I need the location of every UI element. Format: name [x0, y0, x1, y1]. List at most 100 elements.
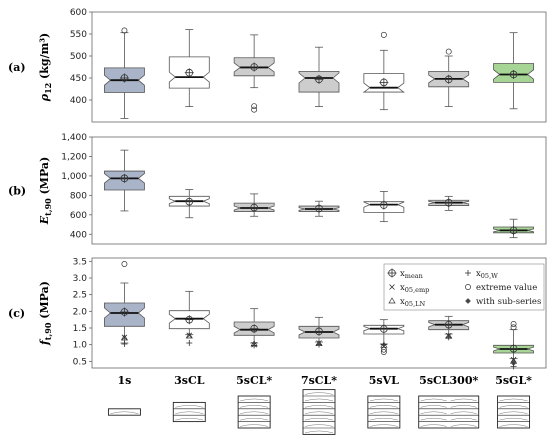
cross-section-5sCL300*	[418, 395, 480, 429]
y-axis-label-unit: (kg/m³)	[38, 33, 51, 83]
cross-section-5sCL*	[237, 395, 271, 429]
box-5sGL*	[493, 32, 534, 110]
box-3sCL	[168, 189, 210, 219]
y-axis-label-main: f	[38, 338, 51, 346]
box-1s	[104, 27, 145, 119]
grain-arc	[240, 411, 269, 414]
y-tick-label: 550	[70, 30, 87, 40]
box-1s	[104, 261, 145, 347]
box-5sCL*	[233, 193, 275, 217]
y-axis-label: Et,90 (MPa)	[38, 157, 53, 226]
category-label: 3sCL	[174, 374, 205, 387]
grain-arc	[240, 424, 269, 427]
legend-label-main: x	[400, 283, 405, 293]
legend-label: x05,W	[476, 269, 498, 280]
plot-frame	[91, 136, 547, 245]
y-axis-label-sub: 12	[43, 83, 53, 94]
box-5sVL	[363, 319, 405, 355]
outlier-marker	[380, 31, 387, 38]
y-tick-label: 600	[70, 211, 87, 221]
legend-symbol-cross	[389, 284, 395, 290]
y-axis-label-main: ρ	[38, 93, 51, 102]
grain-arc	[499, 417, 528, 421]
cross-section-1s	[107, 408, 141, 416]
panel-3: 0.5 1.0 1.5 2.0 2.5 3.0 3.5 (c) ft,90 (MPa)	[8, 257, 547, 370]
grain-arc	[369, 417, 398, 421]
y-axis-label: ft,90 (MPa)	[38, 281, 53, 346]
grain-arc	[304, 392, 334, 395]
grain-arc	[499, 405, 528, 408]
legend-label-sub: 05,W	[481, 272, 498, 280]
grain-arc	[499, 424, 528, 427]
grain-arc	[304, 411, 334, 414]
category-label: 5sGL*	[495, 374, 532, 387]
category-label: 1s	[117, 374, 131, 387]
y-axis-label: ρ12 (kg/m³)	[38, 33, 53, 103]
category-label: 7sCL*	[301, 374, 337, 387]
box-5sCL*	[233, 308, 275, 349]
y-axis-label-sub: t,90	[43, 198, 53, 216]
box-5sCL300*	[428, 315, 470, 341]
cross-marker	[121, 334, 128, 341]
y-tick-label: 3.0	[73, 274, 88, 284]
grain-arc	[304, 417, 334, 421]
legend-label: extreme value	[476, 283, 537, 293]
box-7sCL*	[298, 200, 340, 217]
grain-arc	[450, 424, 477, 427]
box-1s	[104, 149, 145, 212]
y-tick-label: 3.5	[73, 257, 87, 267]
legend-label-sub: mean	[405, 272, 423, 280]
grain-arc	[420, 405, 447, 408]
y-axis-label-main: E	[38, 215, 51, 225]
y-tick-label: 0.5	[73, 357, 87, 367]
box-5sCL*	[233, 34, 275, 113]
grain-arc	[369, 411, 398, 414]
plot-frame	[91, 257, 547, 369]
y-tick-label: 1.5	[73, 324, 87, 334]
box-5sVL	[363, 31, 405, 111]
legend-label: x05,LN	[400, 297, 425, 308]
category-labels: 1s 3sCL 5sCL* 7sCL* 5sVL 5sCL300* 5sGL*	[117, 374, 532, 387]
outlier-marker	[510, 321, 517, 327]
panel-letter: (b)	[8, 185, 26, 198]
category-label: 5sVL	[369, 374, 399, 387]
legend-label: with sub-series	[476, 297, 541, 307]
box-5sGL*	[493, 218, 534, 239]
panel-letter: (a)	[8, 61, 26, 74]
y-tick-label: 800	[70, 191, 87, 201]
legend-label-sub: 05,emp	[405, 286, 430, 294]
grain-arc	[450, 417, 477, 421]
grain-arc	[110, 411, 139, 414]
y-tick-label: 1.0	[73, 341, 88, 351]
grain-arc	[369, 398, 398, 402]
y-axis-label-sub: t,90	[43, 322, 53, 340]
cross-section-3sCL	[172, 401, 206, 423]
plot-frame	[91, 11, 547, 123]
legend-label: x05,emp	[400, 283, 429, 294]
panel-2: 400 600 800 1,000 1,200 1,400 (b) Et,90 (MPa)	[8, 133, 547, 245]
outlier-marker	[510, 324, 517, 331]
grain-arc	[240, 405, 269, 408]
y-tick-label: 1,000	[61, 172, 87, 182]
box-7sCL*	[298, 316, 340, 348]
y-tick-label: 400	[70, 96, 87, 106]
y-tick-label: 2.5	[73, 291, 87, 301]
grain-arc	[450, 411, 477, 414]
cross-section-sketches	[107, 389, 531, 435]
triangle-marker	[120, 334, 129, 341]
outlier-marker	[251, 103, 258, 110]
grain-arc	[304, 430, 334, 434]
legend-label-sub: 05,LN	[405, 300, 426, 308]
grain-arc	[420, 417, 447, 421]
panel-1: 400 450 500 550 600 (a) ρ12 (kg/m³)	[8, 8, 547, 123]
box-5sCL300*	[428, 195, 470, 211]
box-7sCL*	[298, 46, 340, 107]
cross-section-5sGL*	[497, 395, 531, 429]
outlier-marker	[445, 48, 452, 55]
grain-arc	[420, 411, 447, 414]
y-tick-label: 400	[70, 230, 87, 240]
y-axis-label-unit: (MPa)	[38, 281, 51, 323]
cross-section-7sCL*	[302, 389, 336, 435]
y-tick-label: 2.0	[73, 307, 88, 317]
